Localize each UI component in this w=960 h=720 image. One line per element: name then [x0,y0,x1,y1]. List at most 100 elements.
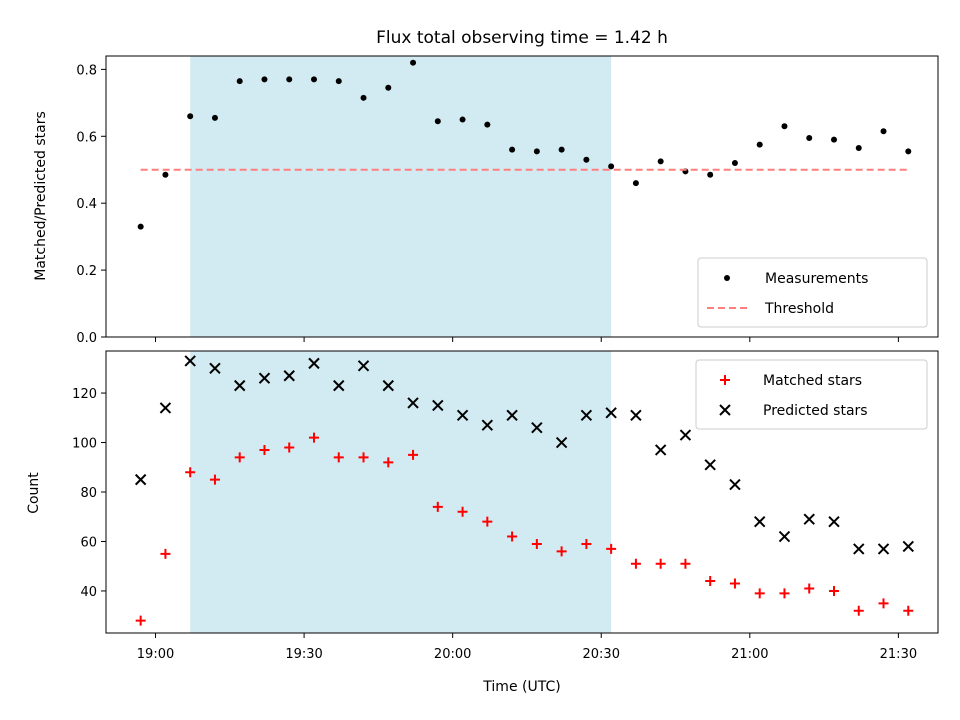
legend-label: Threshold [764,301,834,317]
y-tick-label: 120 [72,387,97,402]
y-tick-label: 0.6 [76,130,97,145]
predicted-stars-point [555,436,568,449]
y-tick-label: 60 [80,535,97,550]
measurement-point [533,148,540,155]
matched-stars-point [556,546,567,557]
matched-stars-point [804,583,815,594]
predicted-stars-point [333,379,345,392]
axes-frame [105,55,939,338]
predicted-stars-point [902,540,914,553]
measurement-point [855,144,862,151]
axes-frame [105,350,939,634]
legend-measurement-marker [724,275,730,281]
predicted-stars-point [184,355,196,367]
legend-predicted-marker [719,404,731,416]
legend: Matched stars Predicted stars [695,359,928,430]
measurement-point [360,94,367,101]
measurement-point [831,136,837,143]
measurement-point [558,146,565,153]
bottom-panel: 40 60 80 100 120 19:00 19:30 20:00 20:30 21:00 21:… [72,350,939,662]
measurement-point [335,78,342,85]
measurement-point [632,180,639,187]
measurement-point [657,158,664,165]
matched-stars-point [333,452,344,463]
predicted-stars-point [778,530,791,543]
measurement-point [731,160,738,167]
matched-stars-point [581,538,592,549]
predicted-stars-point [679,429,692,441]
matched-stars-point [482,516,493,527]
measurement-point [880,128,887,135]
x-tick-label: 20:30 [583,647,620,662]
predicted-stars-point [209,362,221,375]
matched-stars-point [507,531,518,542]
bottom-y-axis-label: Count [26,472,42,514]
matched-stars-point [655,558,666,569]
matched-stars-point [309,432,319,443]
matched-stars-point [729,578,740,589]
predicted-stars-point [506,409,518,422]
measurement-point [459,116,466,123]
y-tick-label: 0.8 [76,63,97,78]
observing-window-shade [190,56,612,337]
predicted-stars-point [605,407,617,419]
matched-stars-point [259,444,270,455]
matched-stars-point [209,474,220,485]
y-tick-label: 0.2 [76,264,97,279]
measurement-point [608,163,615,170]
measurement-point [434,118,441,125]
matched-stars-point [457,506,468,517]
predicted-stars-point [704,459,716,471]
measurement-point [583,156,590,163]
predicted-stars-point [234,379,246,392]
x-tick-label: 19:00 [137,647,174,662]
matched-stars-point [829,585,839,596]
measurement-point [385,84,392,91]
top-panel: 0.0 0.2 0.4 0.6 0.8 Measurements Threshold [76,55,939,346]
measurement-point [286,76,293,83]
predicted-stars-point [828,515,840,528]
predicted-stars-point [654,444,667,456]
predicted-stars-point [630,409,642,422]
x-tick-label: 21:00 [731,647,768,662]
matched-stars-point [432,501,443,512]
measurement-point [806,134,813,141]
predicted-stars-point [853,543,865,555]
predicted-stars-point [456,409,469,422]
y-tick-label: 80 [80,486,97,501]
measurement-point [484,121,491,128]
matched-stars-point [754,588,765,599]
legend-matched-marker [720,375,730,385]
measurement-point [905,148,912,155]
x-tick-label: 20:00 [434,647,471,662]
legend-label: Measurements [765,271,868,287]
measurement-point [311,76,317,83]
measurement-point [187,113,194,120]
y-tick-label: 40 [80,585,97,600]
predicted-stars-point [382,379,394,392]
observing-window-shade [190,351,612,633]
matched-stars-point [606,543,617,554]
predicted-stars-point [580,409,593,422]
predicted-stars-point [531,421,543,434]
matched-stars-point [234,452,245,463]
legend-box [695,359,928,430]
matched-stars-point [284,442,295,453]
predicted-stars-point [134,473,147,486]
matched-stars-point [630,558,641,569]
matched-stars-point [878,598,889,609]
matched-stars-point [705,576,716,587]
matched-stars-point [185,467,196,478]
legend-label: Predicted stars [763,403,868,419]
measurement-point [162,171,169,178]
x-axis-label: Time (UTC) [482,679,560,695]
matched-stars-point [853,605,864,616]
predicted-stars-point [283,370,295,382]
y-tick-label: 0.0 [76,331,97,346]
matched-stars-point [531,538,542,549]
x-tick-label: 21:30 [880,647,917,662]
predicted-stars-point [803,513,815,525]
predicted-stars-point [754,515,766,528]
measurement-point [781,123,788,130]
predicted-stars-point [159,402,172,414]
